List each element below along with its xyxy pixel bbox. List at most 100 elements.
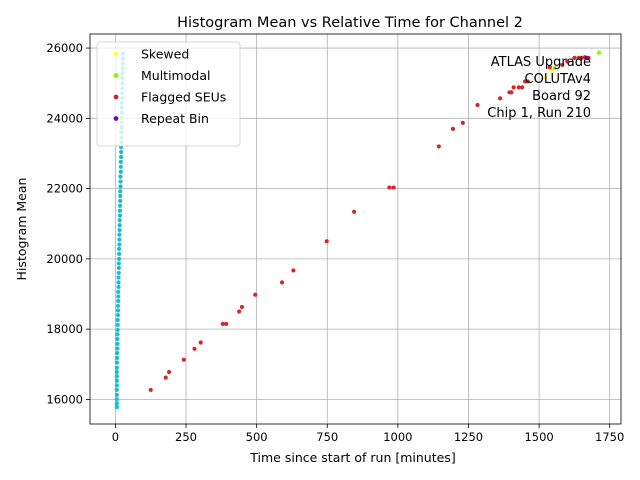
x-tick-label: 1000 — [383, 430, 412, 444]
data-point — [224, 321, 229, 326]
data-point — [450, 126, 456, 131]
data-point — [115, 327, 120, 332]
data-point — [116, 246, 122, 252]
legend-box — [96, 41, 241, 147]
legend-label: Multimodal — [141, 68, 210, 83]
data-point — [117, 232, 122, 237]
y-tick-label: 24000 — [46, 111, 83, 125]
y-tick-label: 26000 — [46, 41, 83, 55]
data-point — [116, 265, 121, 271]
data-point — [547, 65, 552, 70]
run-annotation: ATLAS Upgrade COLUTAv4 Board 92 Chip 1, Run… — [487, 55, 591, 121]
data-point — [114, 383, 119, 388]
data-point — [117, 213, 123, 218]
annotation-line: Chip 1, Run 210 — [487, 106, 591, 121]
data-point — [116, 261, 121, 266]
data-point — [117, 203, 123, 208]
data-point — [115, 312, 121, 318]
annotation-line: Board 92 — [532, 89, 591, 104]
data-point — [118, 169, 123, 174]
data-point — [115, 336, 120, 342]
data-point — [114, 369, 119, 375]
x-tick-label: 250 — [175, 430, 197, 444]
data-point — [391, 185, 396, 190]
data-point — [114, 378, 119, 383]
data-point — [116, 275, 121, 280]
data-point — [220, 321, 225, 326]
axis-ticks: 0 250 500 750 1000 1250 1500 1750 16000 18000 2000… — [46, 41, 624, 444]
data-point — [115, 317, 120, 323]
data-point — [118, 154, 124, 160]
data-point — [114, 405, 119, 410]
data-point — [181, 357, 186, 362]
data-point — [166, 369, 172, 375]
data-point — [117, 218, 122, 223]
data-point — [114, 374, 119, 379]
data-point — [115, 360, 120, 365]
data-point — [498, 96, 503, 101]
legend-marker — [113, 73, 119, 78]
y-tick-label: 22000 — [46, 182, 83, 196]
data-point — [552, 65, 557, 71]
data-point — [117, 223, 122, 228]
chart-title: Histogram Mean vs Relative Time for Chan… — [177, 15, 523, 31]
data-point — [192, 346, 197, 351]
data-point — [516, 85, 521, 90]
data-point — [253, 292, 258, 297]
legend-marker — [113, 116, 119, 121]
data-point — [118, 193, 123, 199]
data-point — [549, 68, 554, 73]
data-point — [115, 303, 121, 309]
data-point — [460, 120, 465, 125]
y-tick-label: 20000 — [46, 252, 83, 266]
data-point — [436, 144, 441, 149]
data-point — [115, 350, 120, 356]
data-point — [115, 346, 120, 351]
data-point — [116, 251, 122, 257]
data-point — [118, 184, 123, 189]
x-axis-label: Time since start of run [minutes] — [249, 450, 455, 465]
y-tick-label: 16000 — [46, 392, 83, 406]
data-point — [475, 102, 480, 108]
data-point — [114, 392, 119, 397]
data-point — [117, 227, 122, 233]
x-tick-label: 1500 — [524, 430, 553, 444]
x-tick-label: 0 — [112, 430, 119, 444]
data-point — [572, 55, 577, 60]
data-point — [115, 322, 120, 328]
data-point — [387, 185, 392, 190]
data-point — [239, 304, 245, 310]
x-tick-label: 750 — [316, 430, 338, 444]
data-point — [114, 365, 119, 370]
data-point — [279, 280, 285, 285]
data-point — [116, 270, 121, 276]
data-point — [115, 355, 120, 361]
data-point — [584, 55, 589, 60]
data-point — [116, 280, 121, 285]
y-tick-label: 18000 — [46, 322, 83, 336]
legend-label: Repeat Bin — [141, 111, 209, 126]
legend-marker — [113, 94, 119, 100]
axes-frame — [89, 33, 622, 425]
data-point — [116, 294, 121, 299]
data-point — [114, 401, 119, 406]
data-point — [114, 397, 119, 402]
data-point — [525, 79, 530, 84]
data-point — [115, 308, 121, 313]
data-point — [117, 208, 123, 213]
data-point — [118, 174, 123, 179]
data-point — [511, 85, 516, 90]
data-point — [118, 189, 123, 194]
data-point — [560, 62, 565, 68]
data-point — [351, 209, 357, 214]
data-point — [509, 90, 514, 95]
data-point — [114, 387, 119, 393]
data-point — [520, 85, 525, 90]
data-point — [579, 55, 584, 60]
data-point — [148, 387, 153, 393]
annotation-line: ATLAS Upgrade — [491, 55, 591, 70]
x-tick-label: 1250 — [454, 430, 483, 444]
x-tick-label: 1750 — [595, 430, 624, 444]
grid-lines — [90, 34, 621, 424]
data-point — [324, 239, 329, 244]
